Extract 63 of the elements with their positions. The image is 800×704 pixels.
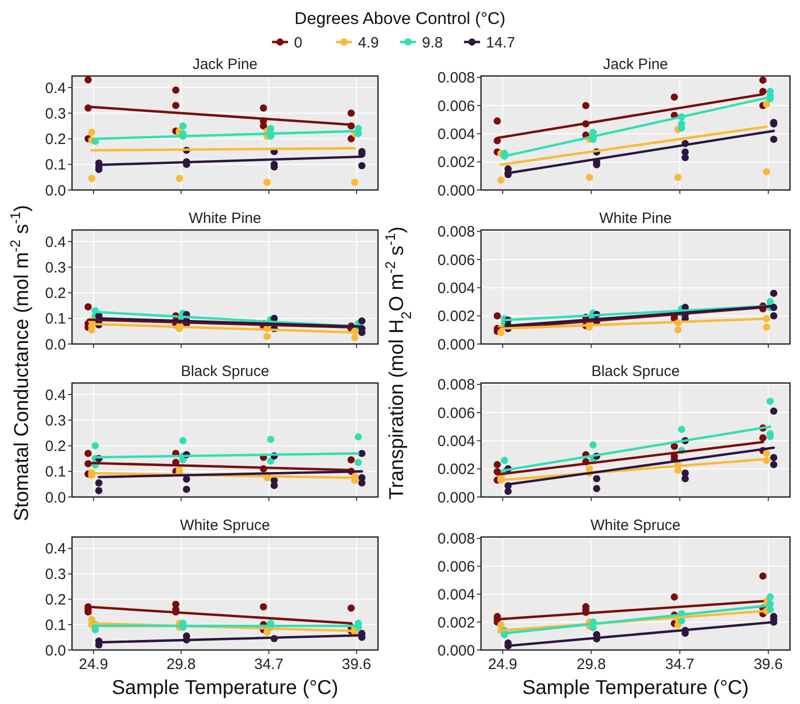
y-tick-label: 0.006	[437, 98, 475, 115]
y-tick-label: 0.006	[437, 252, 475, 269]
legend-label: 14.7	[486, 34, 516, 52]
y-tick-label: 0.002	[437, 154, 475, 172]
y-tick-label: 0.006	[437, 558, 475, 576]
y-tick-label: 0.000	[437, 642, 475, 660]
y-tick-label: 0.004	[437, 280, 475, 297]
x-tick-label: 24.9	[488, 656, 518, 673]
chart-title: Jack Pine	[602, 56, 668, 73]
chart-title: Jack Pine	[192, 56, 258, 73]
y-tick-label: 0.004	[437, 432, 475, 450]
y-tick-label: 0.000	[437, 336, 475, 354]
x-axis-title: Sample Temperature (°C)	[112, 677, 338, 699]
y-tick-label: 0.008	[437, 70, 475, 87]
y-tick-label: 0.1	[45, 616, 66, 634]
y-tick-label: 0.004	[437, 126, 475, 143]
x-tick-label: 39.6	[754, 656, 783, 673]
y-tick-label: 0.4	[45, 540, 66, 558]
y-tick-label: 0.006	[437, 404, 475, 422]
y-tick-label: 0.0	[45, 489, 66, 506]
x-tick-label: 29.8	[576, 656, 606, 673]
chart-title: White Pine	[599, 210, 672, 227]
y-tick-label: 0.3	[45, 566, 66, 584]
y-tick-label: 0.1	[45, 310, 66, 328]
x-tick-label: 29.8	[166, 656, 196, 673]
x-axis-title: Sample Temperature (°C)	[522, 677, 749, 699]
x-tick-label: 24.9	[78, 656, 108, 673]
legend-label: 4.9	[358, 34, 379, 52]
y-tick-label: 0.008	[437, 530, 475, 548]
chart-title: Black Spruce	[591, 363, 680, 380]
y-tick-label: 0.2	[45, 285, 66, 302]
y-tick-label: 0.2	[45, 591, 66, 608]
legend-title: Degrees Above Control (°C)	[294, 9, 506, 28]
y-tick-label: 0.0	[45, 642, 66, 660]
chart-title: White Spruce	[590, 517, 681, 534]
y-tick-label: 0.3	[45, 105, 66, 122]
y-tick-label: 0.008	[437, 224, 475, 241]
y-tick-label: 0.002	[437, 614, 475, 632]
y-tick-label: 0.1	[45, 156, 66, 174]
y-tick-label: 0.0	[45, 336, 66, 354]
y-tick-label: 0.4	[45, 234, 66, 251]
x-tick-label: 34.7	[665, 656, 694, 673]
y-tick-label: 0.0	[45, 182, 66, 200]
y-tick-label: 0.002	[437, 308, 475, 326]
y-tick-label: 0.000	[437, 182, 475, 200]
y-tick-label: 0.4	[45, 80, 66, 97]
y-tick-label: 0.2	[45, 131, 66, 148]
legend-label: 9.8	[422, 34, 443, 52]
x-tick-label: 34.7	[254, 656, 284, 673]
y-tick-label: 0.004	[437, 586, 475, 604]
y-tick-label: 0.4	[45, 386, 66, 404]
chart-title: White Pine	[188, 210, 262, 227]
chart-title: Black Spruce	[180, 363, 270, 380]
y-tick-label: 0.002	[437, 461, 475, 478]
y-tick-label: 0.3	[45, 259, 66, 276]
y-tick-label: 0.008	[437, 376, 475, 394]
y-tick-label: 0.3	[45, 412, 66, 430]
y-tick-label: 0.2	[45, 438, 66, 456]
x-tick-label: 39.6	[342, 656, 372, 673]
legend-label: 0	[294, 34, 302, 52]
chart-title: White Spruce	[180, 517, 270, 534]
y-tick-label: 0.000	[437, 489, 475, 506]
y-tick-label: 0.1	[45, 464, 66, 481]
